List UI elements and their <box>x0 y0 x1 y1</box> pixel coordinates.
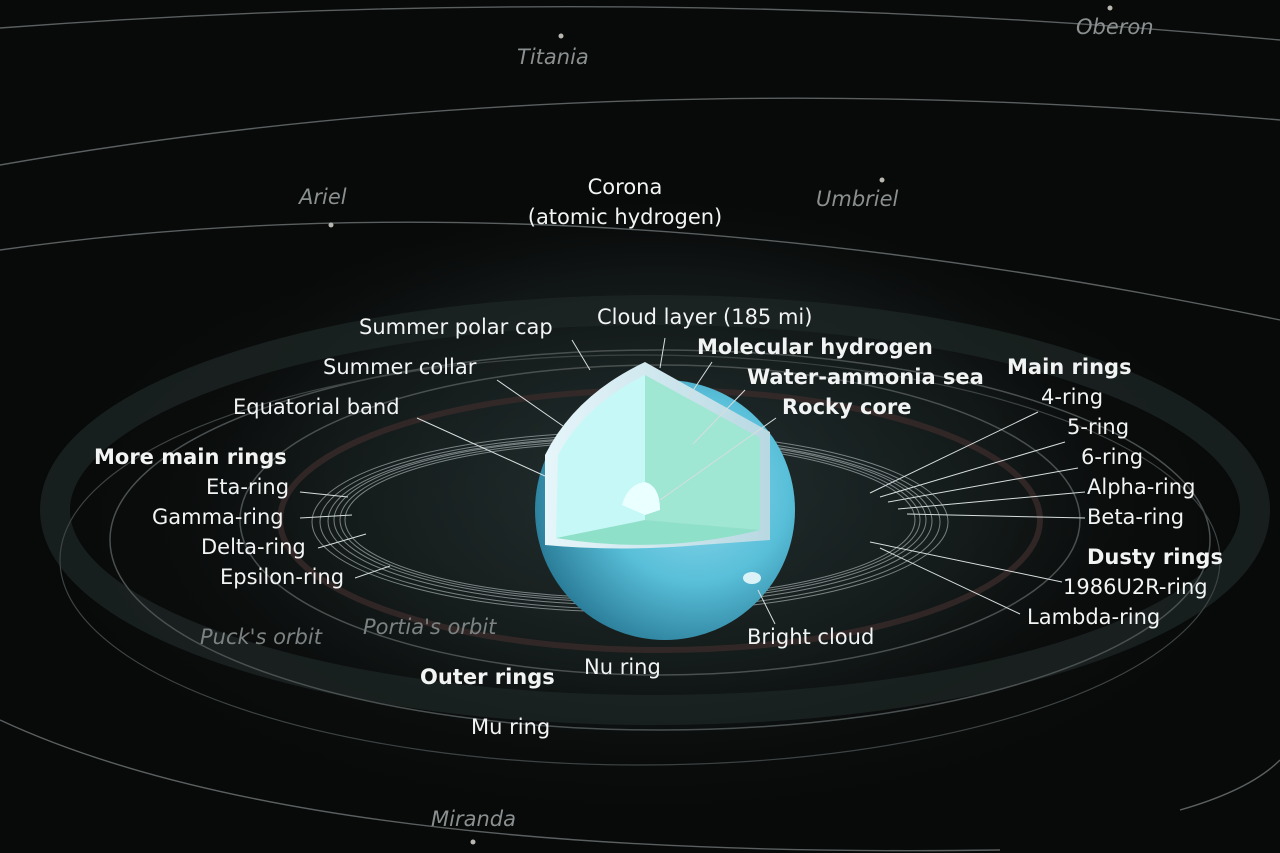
moon-label-oberon: Oberon <box>1076 15 1154 39</box>
molecular-hydrogen-label: Molecular hydrogen <box>697 335 933 359</box>
bright-cloud-spot <box>743 572 761 584</box>
orbit-oberon <box>0 5 1280 41</box>
ariel-dot <box>328 222 334 228</box>
portia-orbit-label: Portia's orbit <box>363 615 497 639</box>
bright-cloud-label: Bright cloud <box>747 625 875 649</box>
mu-ring-label: Mu ring <box>471 715 551 739</box>
epsilon-ring-label: Epsilon-ring <box>220 565 345 589</box>
5-ring-label: 5-ring <box>1067 415 1130 439</box>
eta-ring-label: Eta-ring <box>206 475 290 499</box>
moon-label-ariel: Ariel <box>299 185 347 209</box>
cutaway-left-face <box>556 375 645 538</box>
gamma-ring-label: Gamma-ring <box>152 505 284 529</box>
umbriel-dot <box>879 177 885 183</box>
moon-orbits <box>0 5 1280 852</box>
delta-ring-label: Delta-ring <box>201 535 306 559</box>
cloud-layer-label: Cloud layer (185 mi) <box>597 305 813 329</box>
rocky-core-shape <box>622 482 660 515</box>
miranda-dot <box>470 839 476 845</box>
orbit-ariel-umbriel <box>0 221 1280 321</box>
orbit-miranda <box>0 719 1001 852</box>
1986u2r-ring-label: 1986U2R-ring <box>1063 575 1208 599</box>
summer-collar-label: Summer collar <box>323 355 477 379</box>
more-main-rings-heading: More main rings <box>94 445 287 469</box>
beta-ring-label: Beta-ring <box>1087 505 1185 529</box>
equatorial-band-label: Equatorial band <box>233 395 400 419</box>
orbit-miranda-right <box>1179 759 1280 811</box>
moon-label-titania: Titania <box>517 45 589 69</box>
rocky-core-label: Rocky core <box>782 395 912 419</box>
outer-rings-heading: Outer rings <box>420 665 555 689</box>
corona-label: Corona <box>587 175 663 199</box>
water-ammonia-sea-label: Water-ammonia sea <box>747 365 984 389</box>
puck-orbit-label: Puck's orbit <box>200 625 322 649</box>
summer-polar-cap-label: Summer polar cap <box>359 315 553 339</box>
cutaway-right-face <box>645 375 760 530</box>
corona-sublabel: (atomic hydrogen) <box>527 205 723 229</box>
moon-label-umbriel: Umbriel <box>816 187 899 211</box>
moon-label-miranda: Miranda <box>431 807 516 831</box>
leader-lines <box>299 337 1086 625</box>
cutaway-bottom-face <box>556 520 760 545</box>
titania-dot <box>558 33 564 39</box>
alpha-ring-label: Alpha-ring <box>1087 475 1196 499</box>
nu-ring-label: Nu ring <box>584 655 661 679</box>
dusty-rings-heading: Dusty rings <box>1087 545 1223 569</box>
lambda-ring-label: Lambda-ring <box>1027 605 1161 629</box>
6-ring-label: 6-ring <box>1081 445 1144 469</box>
main-rings-heading: Main rings <box>1007 355 1132 379</box>
4-ring-label: 4-ring <box>1041 385 1104 409</box>
orbit-titania-upper <box>0 97 1280 166</box>
moon-dots <box>328 5 1113 845</box>
oberon-dot <box>1107 5 1113 11</box>
